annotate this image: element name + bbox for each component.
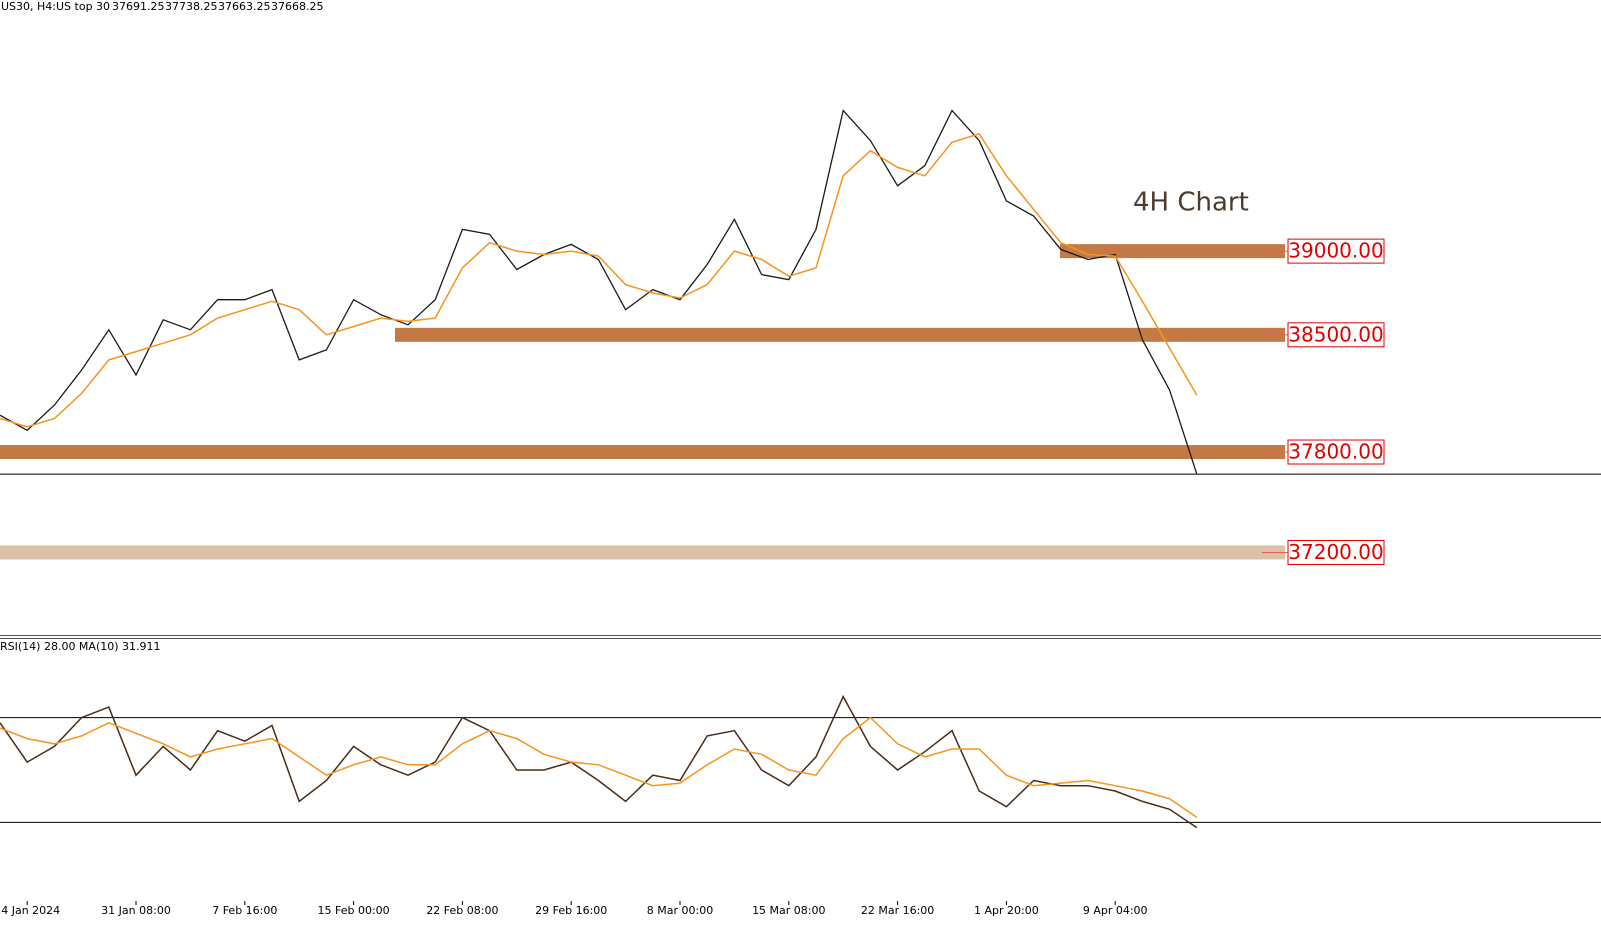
x-tick-label: 29 Feb 16:00 [535, 904, 607, 917]
level-label: 39000.00 [1288, 239, 1383, 263]
symbol: US30, H4: [1, 0, 56, 13]
x-tick-label: 8 Mar 00:00 [647, 904, 713, 917]
high-price: 37738.25 [165, 0, 218, 13]
series-line [0, 133, 1198, 428]
level-label-box [1287, 238, 1385, 264]
low-price: 37663.25 [218, 0, 271, 13]
series-line [0, 694, 1198, 829]
x-tick-label: 22 Feb 08:00 [426, 904, 498, 917]
x-tick-label: 9 Apr 04:00 [1083, 904, 1148, 917]
x-tick-label: 1 Apr 20:00 [974, 904, 1039, 917]
indicator-title: RSI(14) 28.00 MA(10) 31.911 [0, 640, 161, 653]
level-label-box [1287, 439, 1385, 465]
open-price: 37691.25 [112, 0, 165, 13]
level-label-box [1287, 322, 1385, 348]
level-zone [0, 445, 1285, 460]
level-label: 37800.00 [1288, 440, 1383, 464]
level-zone [1060, 244, 1285, 259]
level-label: 38500.00 [1288, 322, 1383, 346]
level-zone [0, 545, 1285, 560]
close-price: 37668.25 [271, 0, 324, 13]
level-zone [395, 327, 1285, 342]
x-tick-label: 15 Mar 08:00 [752, 904, 825, 917]
series-line [0, 109, 1198, 475]
level-label-box [1287, 539, 1385, 565]
level-label: 37200.00 [1288, 540, 1383, 564]
x-tick-label: 7 Feb 16:00 [212, 904, 277, 917]
instrument-name: US top 30 [56, 0, 110, 13]
x-tick-label: 24 Jan 2024 [0, 904, 60, 917]
x-tick-label: 15 Feb 00:00 [318, 904, 390, 917]
x-tick-label: 31 Jan 08:00 [101, 904, 171, 917]
x-tick-label: 22 Mar 16:00 [861, 904, 934, 917]
series-line [0, 716, 1198, 819]
annotation: 4H Chart [1133, 188, 1249, 218]
